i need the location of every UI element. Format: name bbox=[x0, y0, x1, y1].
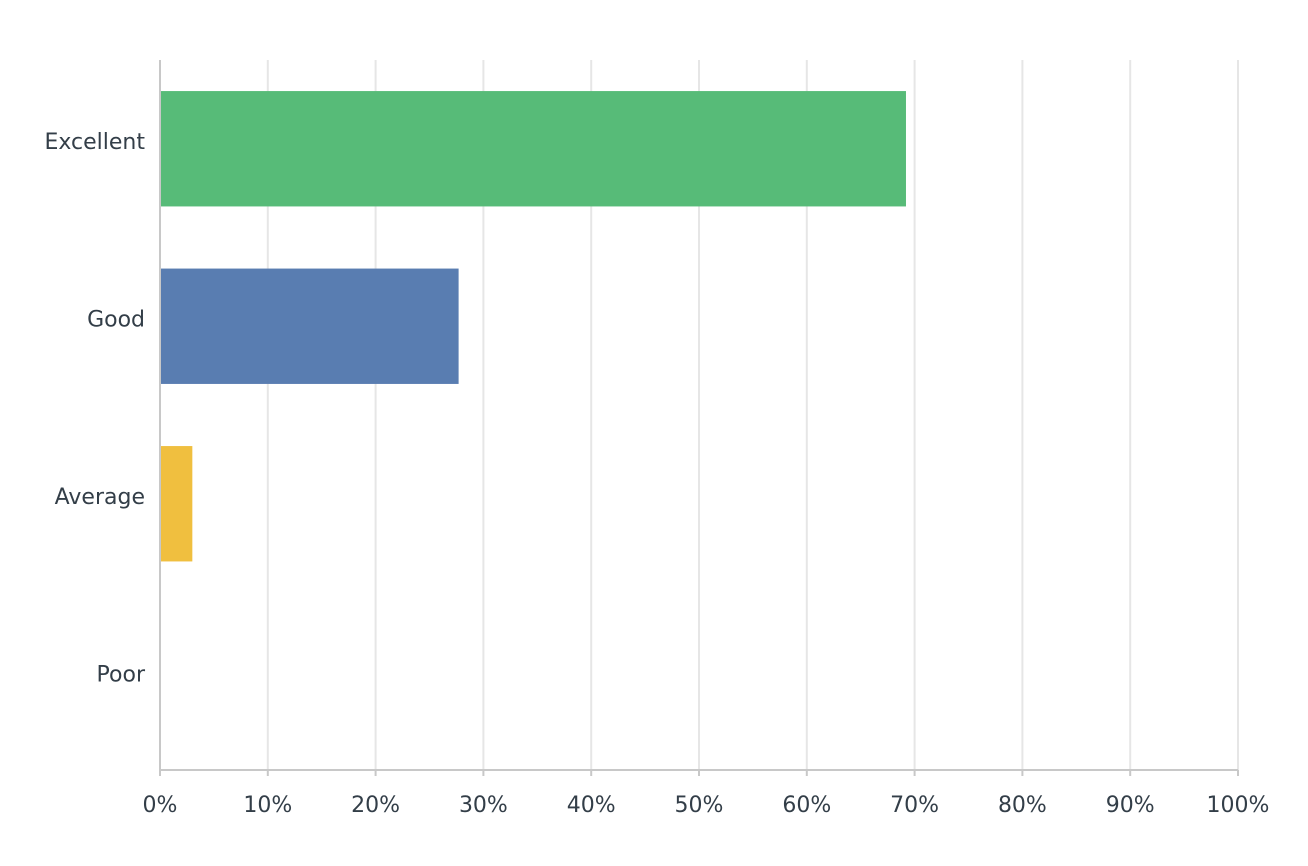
x-tick-label: 100% bbox=[1207, 793, 1270, 818]
x-tick-label: 30% bbox=[459, 793, 508, 818]
x-tick-label: 90% bbox=[1106, 793, 1155, 818]
bars bbox=[160, 91, 906, 562]
y-tick-label: Poor bbox=[97, 662, 146, 687]
y-tick-label: Average bbox=[55, 485, 145, 510]
bar bbox=[160, 91, 906, 207]
labels: 0% 10% 20% 30% 40% 50% 60% 70% 80% 90% 100% Excelle… bbox=[45, 130, 1270, 818]
bar bbox=[160, 446, 193, 562]
x-tick-label: 70% bbox=[890, 793, 939, 818]
x-tick-label: 80% bbox=[998, 793, 1047, 818]
x-tick-label: 40% bbox=[567, 793, 616, 818]
x-tick-label: 20% bbox=[351, 793, 400, 818]
x-tick-label: 50% bbox=[675, 793, 724, 818]
y-tick-label: Good bbox=[87, 307, 145, 332]
x-tick-label: 60% bbox=[782, 793, 831, 818]
x-tick-label: 10% bbox=[243, 793, 292, 818]
y-tick-label: Excellent bbox=[45, 130, 146, 155]
bar bbox=[160, 268, 459, 384]
x-tick-label: 0% bbox=[143, 793, 178, 818]
